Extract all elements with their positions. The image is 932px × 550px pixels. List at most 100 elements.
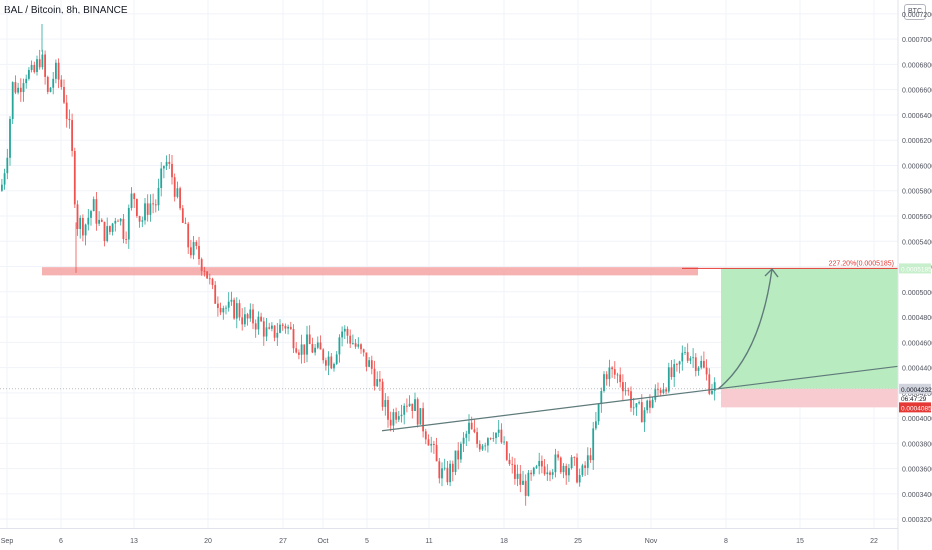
- candle-body: [238, 303, 241, 318]
- candle-body: [316, 342, 319, 348]
- candle-body: [603, 374, 605, 392]
- candle-body: [565, 465, 568, 476]
- candle-body: [273, 325, 276, 338]
- candle-body: [84, 224, 87, 236]
- candle-body: [446, 467, 449, 483]
- candle-body: [657, 389, 659, 391]
- candle-body: [481, 445, 484, 450]
- target-price-badge-bg: [899, 263, 931, 274]
- time-tick-label: Oct: [318, 538, 329, 545]
- candle-body: [673, 364, 676, 378]
- price-tick-label: 0.0006600: [902, 88, 932, 95]
- currency-label[interactable]: BTC: [904, 4, 926, 20]
- candle-body: [146, 203, 149, 215]
- candle-body: [692, 357, 694, 359]
- candle-body: [44, 54, 46, 77]
- profit-zone[interactable]: [721, 268, 898, 389]
- candle-body: [346, 328, 349, 336]
- price-tick-label: 0.0005600: [902, 214, 932, 221]
- candle-body: [395, 412, 397, 420]
- candle-body: [414, 399, 416, 411]
- time-tick-label: 25: [574, 538, 582, 545]
- candle-body: [416, 399, 419, 425]
- candle-body: [400, 414, 403, 417]
- candle-body: [381, 381, 384, 407]
- candle-body: [541, 460, 543, 467]
- price-tick-label: 0.0006000: [902, 163, 932, 170]
- candle-body: [122, 218, 125, 240]
- candle-body: [611, 367, 613, 370]
- candle-body: [557, 454, 559, 458]
- candle-body: [49, 87, 52, 92]
- trend-line[interactable]: [381, 365, 899, 432]
- candle-body: [335, 354, 338, 364]
- candle-body: [619, 374, 622, 383]
- target-price-badge: 0.0005185: [901, 266, 932, 273]
- price-tick-label: 0.0004400: [902, 366, 932, 373]
- candle-body: [605, 374, 608, 380]
- candle-body: [179, 188, 181, 209]
- candle-body: [476, 432, 478, 444]
- candle-body: [373, 368, 376, 387]
- candle-body: [667, 367, 670, 392]
- candle-body: [578, 475, 581, 483]
- candle-body: [314, 347, 316, 353]
- candle-body: [330, 356, 333, 369]
- candle-body: [190, 247, 192, 256]
- candle-body: [225, 307, 227, 309]
- candle-body: [570, 457, 573, 469]
- candle-body: [573, 457, 576, 458]
- candle-body: [379, 379, 381, 382]
- candle-body: [592, 428, 595, 461]
- loss-zone[interactable]: [721, 388, 898, 408]
- candle-body: [343, 328, 346, 332]
- candle-body: [176, 188, 179, 197]
- candle-body: [117, 220, 119, 222]
- resistance-zone[interactable]: [42, 267, 698, 276]
- candle-body: [433, 443, 435, 445]
- candle-body: [3, 173, 6, 185]
- time-tick-label: 5: [365, 538, 369, 545]
- candle-body: [100, 219, 103, 222]
- candle-body: [341, 331, 343, 338]
- countdown-label: 06:47:29: [901, 396, 927, 403]
- candle-body: [530, 472, 532, 475]
- candle-body: [370, 360, 373, 369]
- candle-body: [57, 62, 60, 80]
- candle-body: [392, 412, 395, 426]
- candle-body: [662, 389, 665, 393]
- candle-body: [295, 348, 298, 353]
- candle-body: [254, 323, 257, 330]
- price-tick-label: 0.0006800: [902, 62, 932, 69]
- candle-body: [694, 357, 697, 371]
- candle-body: [136, 199, 138, 217]
- candle-body: [500, 429, 503, 443]
- candle-body: [646, 400, 649, 411]
- candle-body: [527, 472, 530, 496]
- price-tick-label: 0.0007200: [902, 12, 932, 19]
- candle-body: [484, 445, 487, 447]
- candle-body: [127, 207, 130, 240]
- candle-body: [173, 177, 176, 197]
- candle-body: [90, 211, 92, 218]
- candle-body: [141, 220, 144, 222]
- candle-body: [311, 344, 314, 353]
- candle-body: [265, 327, 268, 337]
- candle-body: [154, 204, 157, 206]
- candle-body: [589, 455, 592, 461]
- candle-body: [519, 473, 522, 485]
- stop-price-badge-bg: [899, 402, 931, 413]
- price-tick-label: 0.0005400: [902, 239, 932, 246]
- grid: [0, 0, 898, 528]
- candle-body: [357, 344, 360, 347]
- price-tick-label: 0.0005000: [902, 290, 932, 297]
- candle-body: [125, 239, 127, 240]
- price-tick-label: 0.0003400: [902, 492, 932, 499]
- projection-arrow[interactable]: [717, 268, 773, 390]
- candle-body: [624, 390, 627, 392]
- candle-body: [14, 82, 17, 93]
- candle-body: [424, 431, 427, 440]
- candle-body: [192, 242, 195, 256]
